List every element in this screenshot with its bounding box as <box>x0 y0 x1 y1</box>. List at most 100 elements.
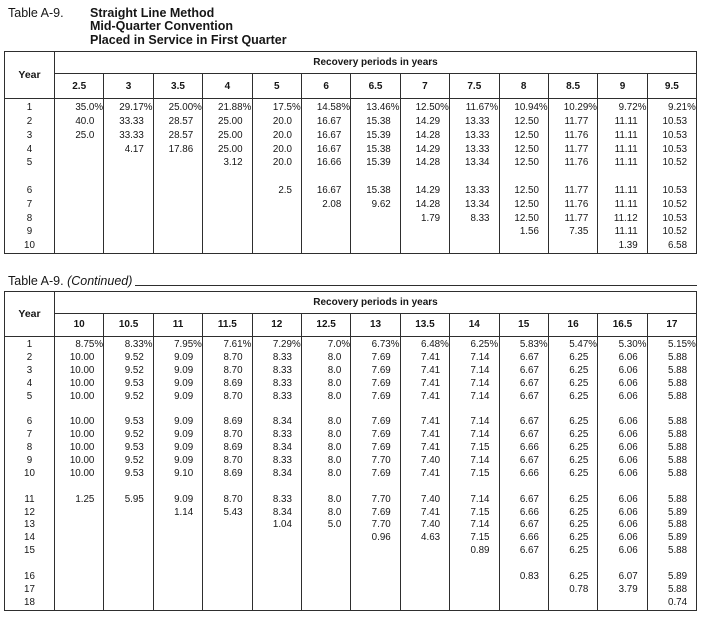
data-column-16: 5.47% 6.25 6.25 6.25 6.25 6.25 6.25 6.25 6.25 6.2… <box>547 336 597 610</box>
table-cell: 7.95% <box>174 338 202 350</box>
gap-line <box>648 403 696 416</box>
table2-label: Table A-9. (Continued) <box>8 274 132 288</box>
gap-line <box>55 481 103 494</box>
table-cell <box>253 225 301 239</box>
table-cell <box>55 143 103 157</box>
table-cell: 10.00 <box>69 467 95 479</box>
table-cell <box>253 545 301 558</box>
table-cell: 7.40 <box>421 493 441 505</box>
table-cell: 8.69 <box>223 467 243 479</box>
table-cell: 6.25 <box>569 429 589 441</box>
table-cell: 11.11 <box>614 143 638 155</box>
table-cell: 6.25 <box>569 532 589 544</box>
table-cell: 7.40 <box>421 455 441 466</box>
table-cell: 10.00 <box>69 390 95 402</box>
table-cell: 20.0 <box>272 129 292 141</box>
table-cell: 6.25 <box>569 455 589 466</box>
data-column-9: 9.72% 11.11 11.11 11.11 11.11 11.11 11.11 11.12… <box>597 99 646 253</box>
table-cell <box>450 571 498 584</box>
year-cell-value: 3 <box>26 364 33 376</box>
table1-title-line2: Mid-Quarter Convention <box>90 19 234 34</box>
table-cell: 7.41 <box>421 416 441 428</box>
table-cell: 8.70 <box>223 455 243 466</box>
gap-line <box>401 170 449 184</box>
year-cell-value: 10 <box>24 240 35 252</box>
table-cell: 11.77 <box>564 185 589 196</box>
table-cell <box>203 584 251 597</box>
table-cell: 6.06 <box>618 519 638 531</box>
gap-line <box>549 558 597 571</box>
data-column-13.5: 6.48% 7.41 7.41 7.41 7.41 7.41 7.41 7.41 7.40 7.4… <box>399 336 449 610</box>
gap-line <box>302 170 350 184</box>
table-cell: 8.34 <box>272 506 292 518</box>
table-cell: 6.25 <box>569 493 589 505</box>
year-cell-value: 2 <box>26 351 33 363</box>
table-cell: 10.00 <box>69 455 95 466</box>
table-cell: 5.88 <box>668 493 688 505</box>
table-cell <box>302 212 350 226</box>
table-cell: 25.00 <box>218 116 243 128</box>
column-header-13: 13 <box>350 313 399 336</box>
table-cell: 9.10 <box>174 467 194 479</box>
table-cell: 6.25 <box>569 416 589 428</box>
table1-title-line3: Placed in Service in First Quarter <box>90 32 287 47</box>
gap-line <box>104 558 152 571</box>
table-cell: 6.67 <box>519 519 539 531</box>
table-cell: 28.57 <box>168 116 194 128</box>
table-cell <box>55 156 103 170</box>
table2-header: Year Recovery periods in years 10 10.5 11 1… <box>5 291 696 337</box>
table-cell <box>55 239 103 253</box>
table-cell: 15.39 <box>366 129 391 141</box>
table-cell: 10.00 <box>69 442 95 454</box>
table1-header: Year Recovery periods in years 2.5 3 3.5 4 5… <box>5 52 696 100</box>
table-cell <box>154 519 202 532</box>
table-cell <box>203 597 251 610</box>
table-cell <box>55 597 103 610</box>
gap-line <box>203 481 251 494</box>
table-cell: 8.33 <box>272 364 292 376</box>
table-cell <box>154 198 202 212</box>
table1-header-right: Recovery periods in years 2.5 3 3.5 4 5 6 6.5 7… <box>54 52 696 99</box>
table-cell: 6.25 <box>569 506 589 518</box>
column-header-14: 14 <box>449 313 498 336</box>
gap-line <box>648 170 696 184</box>
table-cell: 16.66 <box>316 157 342 169</box>
table-cell: 25.00 <box>218 143 243 155</box>
year-cell-value: 6 <box>26 416 33 428</box>
table-cell <box>104 225 152 239</box>
year-cell-value: 11 <box>24 493 35 505</box>
table-cell: 2.08 <box>322 198 342 210</box>
table2-year-header: Year <box>18 307 41 320</box>
table-cell: 1.79 <box>421 212 441 224</box>
year-cell-value: 10 <box>24 467 35 479</box>
table-cell: 8.0 <box>327 364 342 376</box>
data-column-3.5: 25.00% 28.57 28.57 17.86 <box>152 99 202 253</box>
table-cell <box>154 532 202 545</box>
gap-line <box>302 403 350 416</box>
table-cell: 3.12 <box>223 157 243 169</box>
table-cell: 25.00% <box>168 102 202 114</box>
depreciation-table-1: Year Recovery periods in years 2.5 3 3.5 4 5… <box>4 51 697 254</box>
table-cell <box>55 532 103 545</box>
table-cell: 7.14 <box>470 455 490 466</box>
table-cell <box>401 584 449 597</box>
gap-line <box>500 481 548 494</box>
table-cell <box>401 545 449 558</box>
year-cell-value: 9 <box>26 226 33 238</box>
gap-line <box>401 558 449 571</box>
data-column-13: 6.73% 7.69 7.69 7.69 7.69 7.69 7.69 7.69 7.70 7.6… <box>350 336 399 610</box>
column-header-10.5: 10.5 <box>103 313 152 336</box>
year-cell-value: 8 <box>26 212 33 224</box>
gap-line <box>154 558 202 571</box>
table-cell <box>104 184 152 198</box>
table-cell: 7.69 <box>371 416 391 428</box>
table-cell: 14.28 <box>415 129 441 141</box>
table-cell: 8.33 <box>272 493 292 505</box>
table-cell: 9.52 <box>124 364 144 376</box>
table-cell: 7.40 <box>421 519 441 531</box>
gap-line <box>598 481 646 494</box>
table-cell: 12.50 <box>514 185 539 196</box>
table-cell: 11.11 <box>614 226 638 238</box>
table-cell: 9.52 <box>124 429 144 441</box>
table-cell: 13.33 <box>464 116 490 128</box>
